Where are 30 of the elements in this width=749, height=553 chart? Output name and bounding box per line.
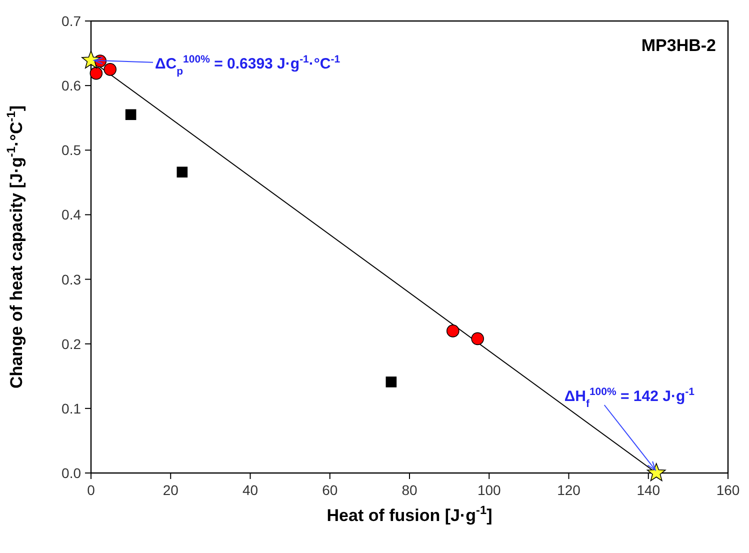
x-tick-label: 0 <box>87 482 96 498</box>
point <box>82 50 100 68</box>
y-tick-label: 0.3 <box>62 271 82 288</box>
text: MP3HB-2 <box>641 36 716 55</box>
point <box>90 66 103 80</box>
point <box>446 324 460 338</box>
x-tick-label: 100 <box>477 482 502 498</box>
y-tick-label: 0.6 <box>62 78 82 94</box>
x-tick-label: 80 <box>402 482 418 498</box>
annotation: ΔC$_{p}$$^{100%}$ = 0.6393 J·g$^{-1}$·°C$^{-1}$ <box>155 53 340 78</box>
x-tick-label: 160 <box>716 482 740 498</box>
point <box>646 463 666 482</box>
point <box>471 332 484 346</box>
point <box>386 376 397 388</box>
y-tick-label: 0.0 <box>62 465 82 481</box>
annotation: ΔH$_{f}$$^{100%}$ = 142 J·g$^{-1}$ <box>564 386 695 410</box>
x-tick-label: 140 <box>636 482 660 498</box>
y-tick-label: 0.7 <box>62 13 82 29</box>
x-tick-label: 120 <box>557 482 581 498</box>
point <box>125 109 136 120</box>
x-tick-label: 20 <box>162 482 179 498</box>
y-tick-label: 0.1 <box>62 400 82 416</box>
y-tick-label: 0.4 <box>62 206 82 223</box>
y-tick-label: 0.2 <box>62 336 82 352</box>
x-axis-title: Heat of fusion [J·g$^{-1}$] <box>326 503 492 525</box>
x-tick-label: 40 <box>242 482 258 498</box>
y-tick-label: 0.5 <box>62 142 82 158</box>
point <box>104 63 117 76</box>
x-tick-label: 60 <box>322 482 338 498</box>
point <box>176 166 188 178</box>
